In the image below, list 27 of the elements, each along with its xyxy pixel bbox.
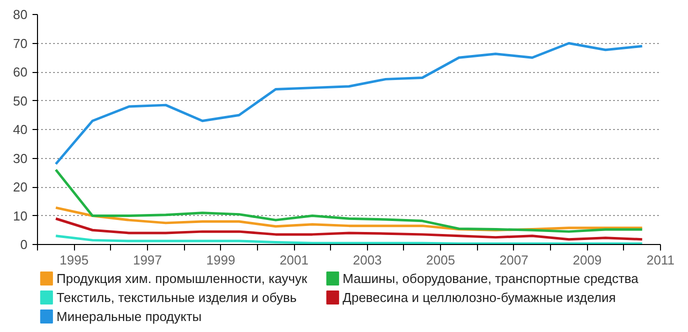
x-tick-label: 2001 xyxy=(280,252,308,268)
line-series xyxy=(54,168,644,233)
y-tick-label: 50 xyxy=(13,93,28,108)
y-tick-label: 80 xyxy=(13,7,28,22)
line-series xyxy=(54,42,644,166)
y-tick-label: 0 xyxy=(20,237,28,252)
legend-label: Минеральные продукты xyxy=(56,309,202,324)
x-tick-label: 2011 xyxy=(646,252,674,268)
x-tick-label: 1997 xyxy=(132,252,162,268)
line-series xyxy=(54,234,644,244)
x-tick-label: 1995 xyxy=(60,252,89,268)
x-tick-label: 2003 xyxy=(352,252,382,268)
y-tick-label: 40 xyxy=(13,122,28,137)
y-tick-label: 30 xyxy=(13,150,28,166)
legend-label: Машины, оборудование, транспортные средства xyxy=(342,271,640,286)
line-series xyxy=(54,217,644,241)
x-tick-label: 1999 xyxy=(206,252,236,268)
legend-label: Древесина и целлюлозно-бумажные изделия xyxy=(342,290,616,305)
y-tick-label: 70 xyxy=(13,36,28,51)
legend-label: Текстиль, текстильные изделия и обувь xyxy=(56,290,297,305)
y-tick-label: 60 xyxy=(13,64,28,80)
y-tick-label: 20 xyxy=(13,180,28,194)
legend-label: Продукция хим. промышленности, каучук xyxy=(56,271,308,286)
y-tick-label: 10 xyxy=(13,208,28,224)
x-tick-label: 2007 xyxy=(499,252,528,268)
x-tick-label: 2005 xyxy=(426,252,456,268)
x-tick-label: 2009 xyxy=(572,252,602,268)
